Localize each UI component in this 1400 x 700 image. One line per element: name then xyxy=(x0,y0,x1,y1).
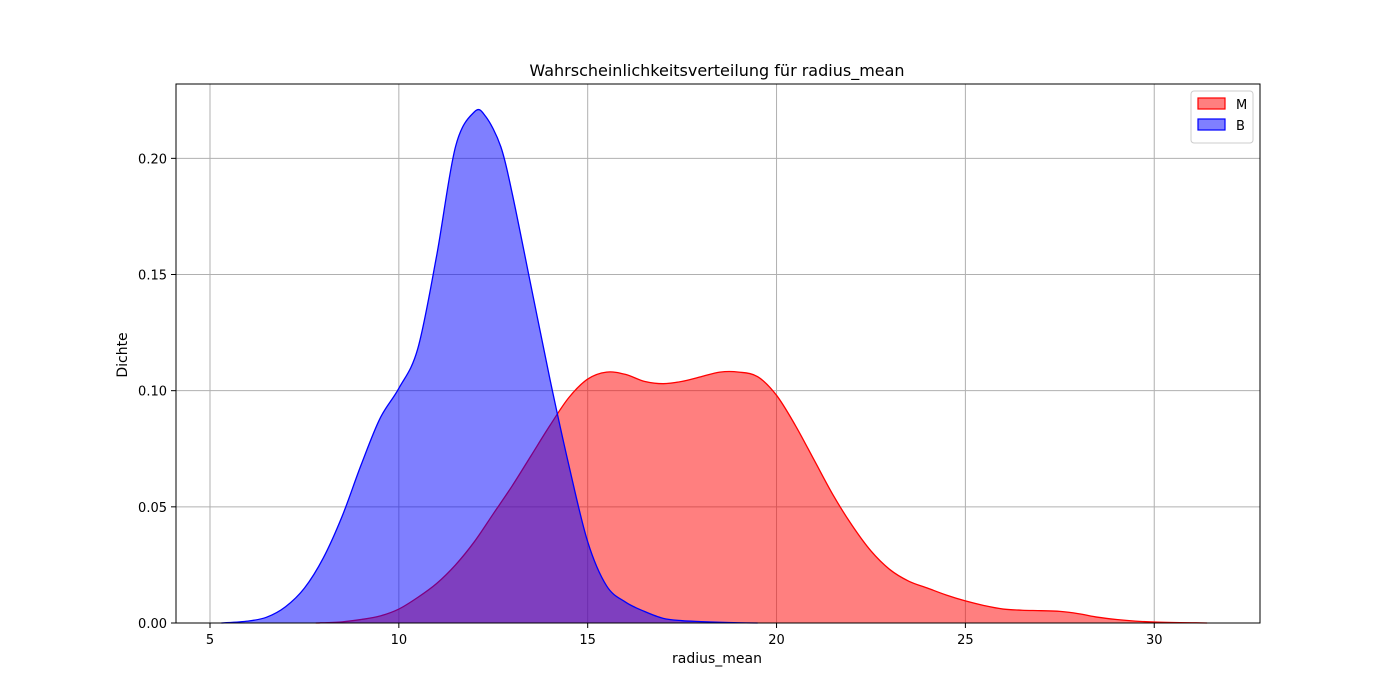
legend-swatch-m xyxy=(1197,97,1226,110)
density-area-b xyxy=(221,109,758,624)
y-tick-label: 0.10 xyxy=(138,385,167,400)
x-tick-label: 25 xyxy=(957,633,974,648)
x-axis-label: radius_mean xyxy=(672,651,762,667)
x-tick-label: 15 xyxy=(579,633,596,648)
y-tick-label: 0.00 xyxy=(138,617,167,632)
chart-title: Wahrscheinlichkeitsverteilung für radius… xyxy=(529,61,904,81)
x-tick-label: 5 xyxy=(206,633,214,648)
legend-label-m: M xyxy=(1236,98,1247,113)
y-tick-label: 0.05 xyxy=(138,501,167,516)
y-axis-label: Dichte xyxy=(115,332,131,377)
y-tick-label: 0.20 xyxy=(138,152,167,167)
y-tick-label: 0.15 xyxy=(138,269,167,284)
legend-swatch-b xyxy=(1197,118,1226,131)
density-areas xyxy=(221,108,1208,624)
x-tick-label: 10 xyxy=(391,633,408,648)
x-axis: 5 10 15 20 25 30 xyxy=(206,623,1163,648)
legend: MB xyxy=(1190,90,1254,144)
density-line-b xyxy=(221,108,758,624)
plot-frame xyxy=(175,83,1261,624)
y-axis: 0.00 0.05 0.10 0.15 0.20 xyxy=(138,152,176,632)
x-tick-label: 30 xyxy=(1146,633,1163,648)
legend-label-b: B xyxy=(1236,119,1245,134)
x-tick-label: 20 xyxy=(768,633,785,648)
